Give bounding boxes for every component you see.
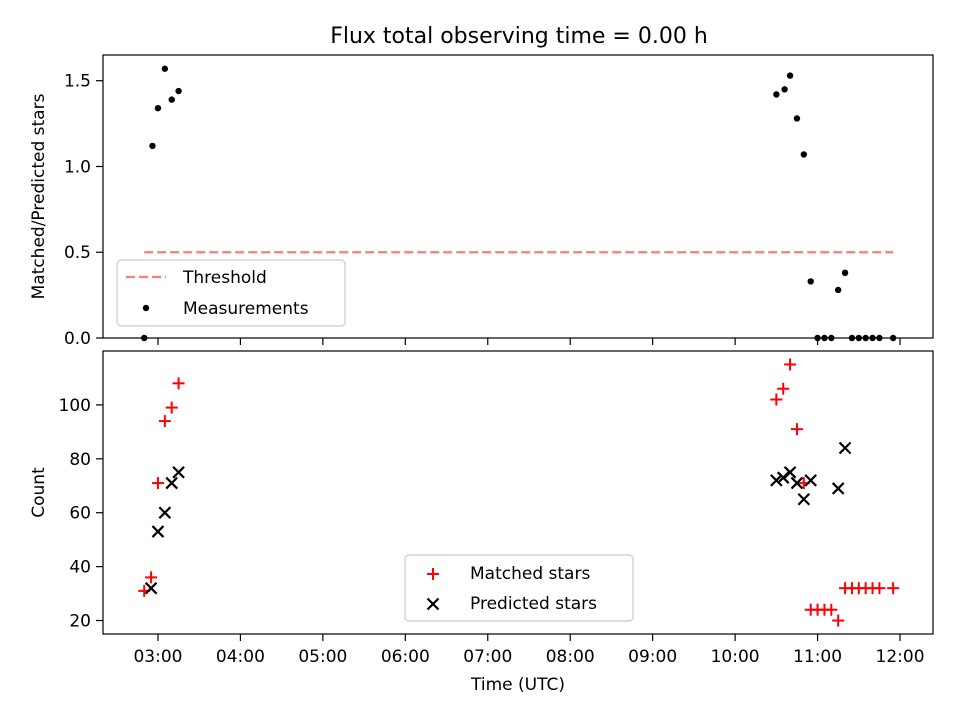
matched-star-point bbox=[777, 382, 790, 395]
matched-star-point bbox=[825, 603, 838, 616]
y-tick-label: 20 bbox=[69, 612, 91, 632]
marker-stroke bbox=[790, 476, 804, 490]
measurement-point bbox=[807, 278, 814, 285]
y-tick-label: 1.0 bbox=[64, 157, 91, 177]
y-tick-label: 80 bbox=[69, 450, 91, 470]
y-tick-label: 60 bbox=[69, 504, 91, 524]
x-tick-label: 03:00 bbox=[133, 647, 182, 667]
marker-stroke bbox=[144, 581, 158, 595]
legend-box bbox=[116, 259, 346, 327]
matched-star-point bbox=[158, 415, 171, 428]
y-tick-label: 1.5 bbox=[64, 72, 91, 92]
predicted-star-point bbox=[783, 466, 797, 479]
matched-star-point bbox=[790, 423, 803, 436]
predicted-star-point bbox=[831, 482, 845, 495]
predicted-star-point bbox=[172, 466, 185, 479]
legend-predicted-swatch bbox=[426, 597, 440, 611]
marker-stroke bbox=[838, 441, 852, 455]
legend-measurement-swatch bbox=[142, 304, 150, 312]
matched-star-point bbox=[172, 377, 185, 390]
measurement-point bbox=[841, 269, 849, 277]
matched-star-point bbox=[151, 477, 164, 490]
predicted-star-point bbox=[165, 476, 178, 490]
y-tick-label: 0.0 bbox=[64, 329, 91, 349]
x-tick-label: 05:00 bbox=[298, 647, 347, 667]
marker-stroke bbox=[783, 466, 797, 479]
legend: Threshold Measurements bbox=[116, 259, 346, 327]
predicted-star-point bbox=[790, 476, 804, 490]
predicted-star-point bbox=[144, 581, 158, 595]
measurement-point bbox=[786, 72, 794, 79]
matched-star-point bbox=[887, 582, 900, 595]
legend-predicted-label: Predicted stars bbox=[470, 594, 597, 614]
y-tick-label: 40 bbox=[69, 558, 91, 578]
measurement-point bbox=[161, 65, 169, 72]
marker-stroke bbox=[797, 492, 811, 506]
matched-star-point bbox=[145, 571, 158, 584]
x-tick-label: 09:00 bbox=[628, 647, 677, 667]
matched-star-point bbox=[832, 614, 845, 627]
x-axis-label: Time (UTC) bbox=[470, 675, 565, 695]
matched-star-point bbox=[770, 393, 783, 406]
legend-measurement-label: Measurements bbox=[183, 299, 309, 319]
chart-title: Flux total observing time = 0.00 h bbox=[330, 24, 708, 49]
legend-box bbox=[404, 554, 634, 622]
measurement-point bbox=[773, 91, 780, 98]
legend-matched-label: Matched stars bbox=[470, 564, 590, 584]
measurement-point bbox=[793, 115, 801, 122]
marker-stroke bbox=[770, 474, 783, 487]
plot-frame bbox=[102, 350, 934, 635]
legend-threshold-label: Threshold bbox=[182, 268, 267, 288]
predicted-star-point bbox=[151, 525, 165, 538]
measurement-point bbox=[149, 142, 156, 150]
matched-star-point bbox=[873, 582, 886, 595]
measurement-point bbox=[154, 104, 162, 112]
marker-stroke bbox=[831, 482, 845, 495]
matched-star-point bbox=[784, 358, 797, 371]
y-axis-label: Matched/Predicted stars bbox=[29, 93, 49, 299]
plot-frame bbox=[102, 54, 934, 339]
x-tick-label: 08:00 bbox=[546, 647, 595, 667]
x-tick-label: 11:00 bbox=[793, 647, 842, 667]
y-tick-label: 0.5 bbox=[64, 243, 91, 263]
measurement-point bbox=[834, 286, 842, 294]
x-tick-label: 04:00 bbox=[216, 647, 265, 667]
top-panel: 0.0 0.5 1.0 1.5 Matched/Predicted stars Thres… bbox=[29, 54, 934, 349]
marker-stroke bbox=[158, 506, 172, 519]
bottom-panel: 03:00 04:00 05:00 06:00 07:00 08:00 09:00 10:00… bbox=[29, 350, 934, 695]
measurement-point bbox=[800, 151, 808, 158]
marker-stroke bbox=[172, 466, 185, 479]
predicted-star-point bbox=[804, 474, 817, 487]
x-tick-label: 10:00 bbox=[711, 647, 760, 667]
measurement-point bbox=[168, 96, 175, 103]
marker-stroke bbox=[151, 525, 165, 538]
x-tick-label: 07:00 bbox=[463, 647, 512, 667]
predicted-star-point bbox=[797, 492, 811, 506]
measurement-point bbox=[175, 87, 182, 95]
matched-star-point bbox=[165, 401, 178, 414]
predicted-star-point bbox=[158, 506, 172, 519]
legend: Matched stars Predicted stars bbox=[404, 554, 634, 622]
measurement-point bbox=[781, 86, 788, 93]
x-tick-label: 12:00 bbox=[876, 647, 925, 667]
x-tick-label: 06:00 bbox=[381, 647, 430, 667]
marker-stroke bbox=[804, 474, 817, 487]
marker-stroke bbox=[165, 476, 178, 490]
predicted-star-point bbox=[770, 474, 783, 487]
predicted-star-point bbox=[838, 441, 852, 455]
y-tick-label: 100 bbox=[59, 396, 91, 416]
y-axis-label: Count bbox=[29, 467, 49, 518]
